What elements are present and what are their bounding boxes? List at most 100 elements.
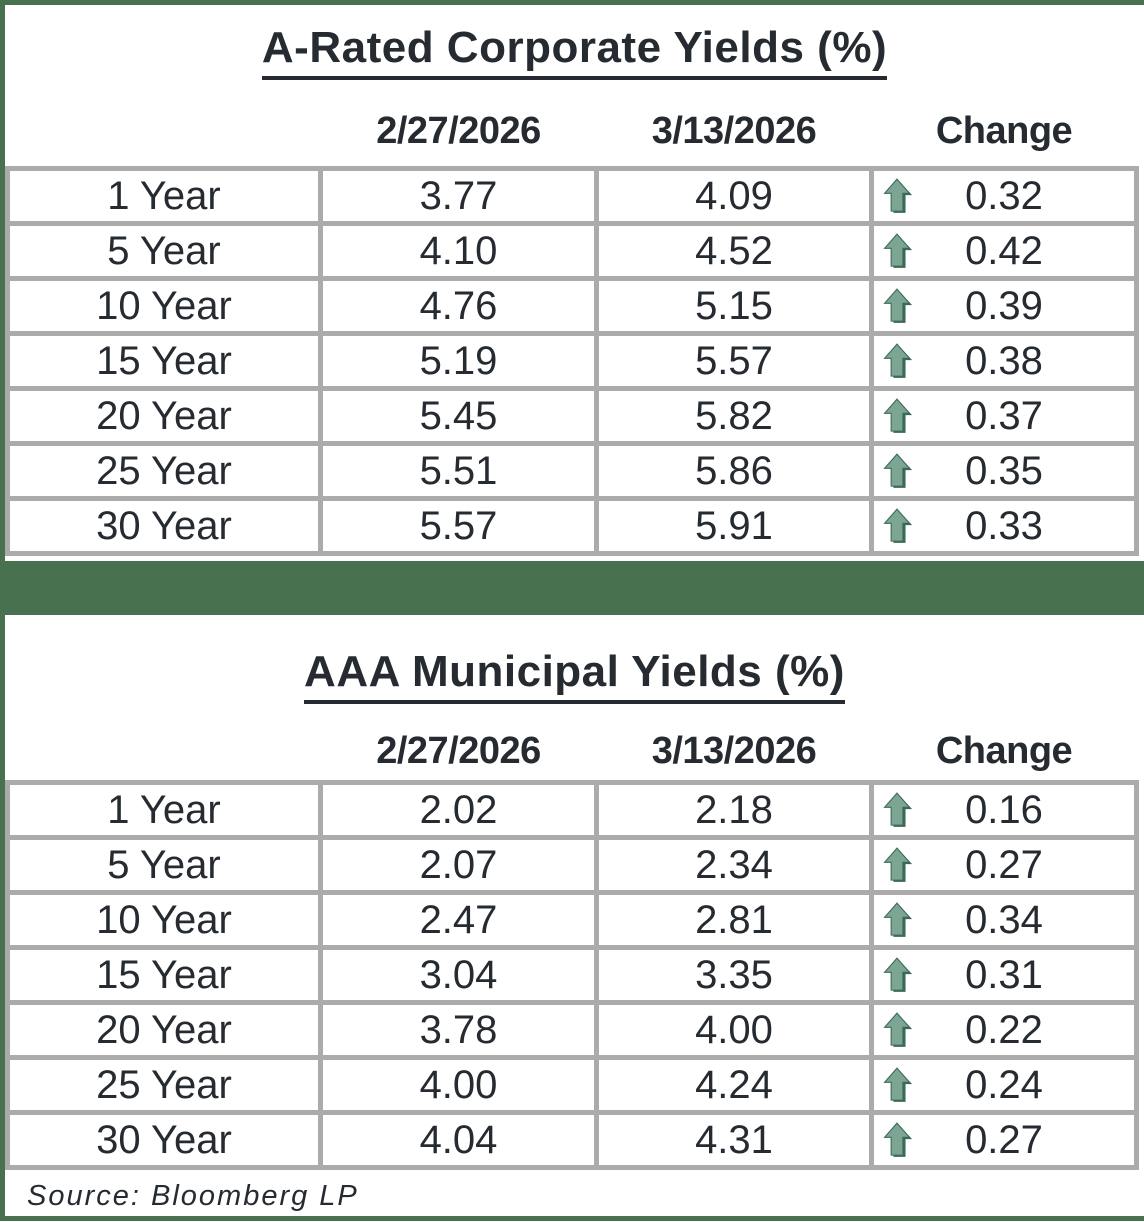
yield-value: 4.24 (599, 1060, 869, 1111)
maturity-label: 20 Year (10, 1005, 318, 1056)
change-value: 0.38 (965, 339, 1043, 384)
up-arrow-icon (883, 343, 913, 379)
green-section-divider (0, 561, 1144, 616)
change-cell: 0.27 (874, 840, 1134, 891)
yield-value: 2.02 (323, 785, 594, 836)
yield-value: 4.52 (599, 226, 869, 277)
yield-value: 4.10 (323, 226, 594, 277)
source-text: Source: Bloomberg LP (27, 1179, 359, 1212)
maturity-label: 1 Year (10, 171, 318, 222)
municipal-yields-title: AAA Municipal Yields (%) (304, 649, 845, 705)
yield-value: 3.04 (323, 950, 594, 1001)
yield-value: 2.34 (599, 840, 869, 891)
change-value: 0.35 (965, 449, 1043, 494)
date-column-header-1: 2/27/2026 (376, 110, 541, 153)
maturity-label: 10 Year (10, 895, 318, 946)
yield-value: 3.77 (323, 171, 594, 222)
up-arrow-icon (883, 792, 913, 828)
corporate-yields-section-title-wrap: A-Rated Corporate Yields (%) (5, 24, 1144, 81)
yield-value: 5.91 (599, 501, 869, 552)
change-value: 0.32 (965, 174, 1043, 219)
yield-value: 2.07 (323, 840, 594, 891)
change-cell: 0.37 (874, 391, 1134, 442)
change-cell: 0.24 (874, 1060, 1134, 1111)
up-arrow-icon (883, 847, 913, 883)
change-value: 0.34 (965, 898, 1043, 943)
change-value: 0.27 (965, 843, 1043, 888)
up-arrow-icon (883, 902, 913, 938)
up-arrow-icon (883, 1012, 913, 1048)
up-arrow-icon (883, 453, 913, 489)
maturity-label: 20 Year (10, 391, 318, 442)
maturity-label: 25 Year (10, 1060, 318, 1111)
up-arrow-icon (883, 508, 913, 544)
yield-value: 5.86 (599, 446, 869, 497)
date-column-header-2: 3/13/2026 (651, 730, 817, 773)
up-arrow-icon (883, 288, 913, 324)
maturity-label: 5 Year (10, 226, 318, 277)
corporate-yields-header-row: 2/27/2026 3/13/2026 Change (5, 110, 1139, 152)
yield-value: 5.57 (599, 336, 869, 387)
yield-value: 4.04 (323, 1115, 594, 1166)
change-cell: 0.33 (874, 501, 1134, 552)
change-cell: 0.35 (874, 446, 1134, 497)
yield-value: 5.51 (323, 446, 594, 497)
yield-value: 3.78 (323, 1005, 594, 1056)
yield-value: 2.81 (599, 895, 869, 946)
change-cell: 0.32 (874, 171, 1134, 222)
yield-value: 5.57 (323, 501, 594, 552)
yield-value: 4.00 (323, 1060, 594, 1111)
change-value: 0.24 (965, 1063, 1043, 1108)
maturity-label: 30 Year (10, 1115, 318, 1166)
maturity-label: 30 Year (10, 501, 318, 552)
change-value: 0.22 (965, 1008, 1043, 1053)
yield-value: 2.18 (599, 785, 869, 836)
up-arrow-icon (883, 957, 913, 993)
change-cell: 0.22 (874, 1005, 1134, 1056)
maturity-label: 25 Year (10, 446, 318, 497)
change-cell: 0.27 (874, 1115, 1134, 1166)
yield-value: 4.76 (323, 281, 594, 332)
yield-value: 4.00 (599, 1005, 869, 1056)
change-value: 0.37 (965, 394, 1043, 439)
yield-value: 5.45 (323, 391, 594, 442)
source-attribution: Source: Bloomberg LP (5, 1170, 1144, 1222)
change-value: 0.27 (965, 1118, 1043, 1163)
change-column-header: Change (935, 730, 1073, 773)
up-arrow-icon (883, 1122, 913, 1158)
corporate-yields-title: A-Rated Corporate Yields (%) (261, 24, 888, 81)
yield-value: 4.09 (599, 171, 869, 222)
change-cell: 0.16 (874, 785, 1134, 836)
maturity-label: 5 Year (10, 840, 318, 891)
yield-value: 5.19 (323, 336, 594, 387)
corporate-yields-table: 1 Year 3.77 4.09 0.32 5 Year 4.10 4.52 0… (5, 166, 1139, 557)
yield-value: 2.47 (323, 895, 594, 946)
maturity-label: 1 Year (10, 785, 318, 836)
municipal-yields-header-row: 2/27/2026 3/13/2026 Change (5, 730, 1139, 772)
date-column-header-2: 3/13/2026 (651, 110, 817, 153)
change-cell: 0.38 (874, 336, 1134, 387)
up-arrow-icon (883, 178, 913, 214)
change-column-header: Change (935, 110, 1073, 153)
change-value: 0.42 (965, 229, 1043, 274)
change-value: 0.39 (965, 284, 1043, 329)
up-arrow-icon (883, 398, 913, 434)
maturity-label: 10 Year (10, 281, 318, 332)
municipal-yields-section-title-wrap: AAA Municipal Yields (%) (5, 649, 1144, 705)
maturity-label: 15 Year (10, 336, 318, 387)
change-value: 0.16 (965, 788, 1043, 833)
maturity-label: 15 Year (10, 950, 318, 1001)
yield-value: 5.82 (599, 391, 869, 442)
yield-value: 5.15 (599, 281, 869, 332)
municipal-yields-table: 1 Year 2.02 2.18 0.16 5 Year 2.07 2.34 0… (5, 780, 1139, 1171)
change-cell: 0.39 (874, 281, 1134, 332)
change-value: 0.33 (965, 504, 1043, 549)
change-value: 0.31 (965, 953, 1043, 998)
yield-value: 3.35 (599, 950, 869, 1001)
change-cell: 0.31 (874, 950, 1134, 1001)
up-arrow-icon (883, 233, 913, 269)
date-column-header-1: 2/27/2026 (376, 730, 541, 773)
up-arrow-icon (883, 1067, 913, 1103)
yield-value: 4.31 (599, 1115, 869, 1166)
